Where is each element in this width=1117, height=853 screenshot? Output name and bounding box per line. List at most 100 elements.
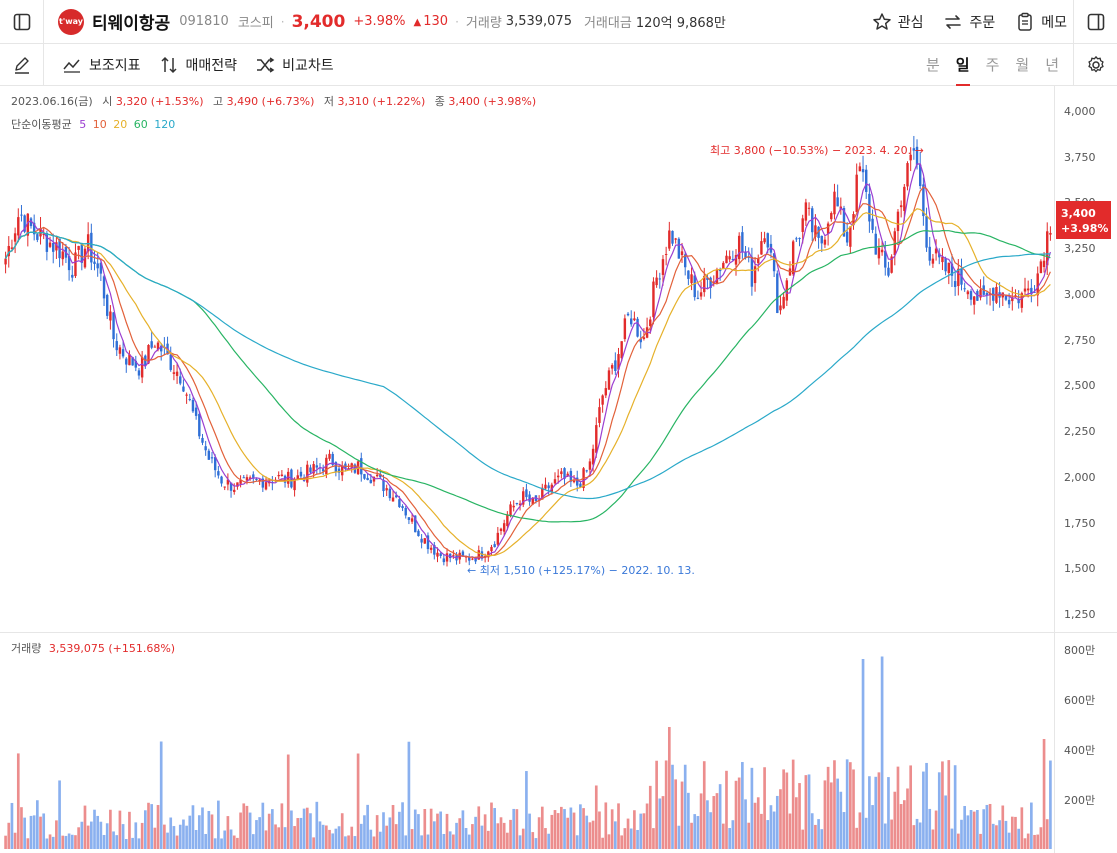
volume-bar — [918, 822, 922, 849]
volume-bar — [67, 833, 71, 849]
candle-body — [687, 270, 690, 279]
tab-minute[interactable]: 분 — [925, 56, 940, 74]
volume-bar — [385, 825, 389, 849]
volume-bar — [1030, 802, 1033, 849]
volume-bar — [734, 780, 738, 849]
volume-bar — [150, 804, 154, 849]
candle-body — [747, 256, 750, 258]
candle-body — [140, 357, 144, 378]
volume-bar — [4, 835, 7, 849]
candle-body — [922, 184, 925, 217]
volume-bar — [471, 824, 474, 849]
price-chart[interactable] — [0, 0, 1054, 853]
candle-body — [264, 482, 268, 490]
candle-body — [909, 154, 912, 161]
ma-5: 5 — [79, 118, 87, 131]
volume-tick-label: 200만 — [1064, 794, 1096, 807]
order-button[interactable]: 주문 — [943, 12, 995, 32]
volume-bar — [242, 803, 246, 849]
candle-body — [801, 218, 804, 232]
candle-body — [490, 546, 493, 552]
volume-bar — [115, 835, 119, 849]
candle-body — [201, 437, 204, 443]
volume-bar — [915, 818, 919, 849]
candle-body — [10, 247, 14, 249]
volume-bar — [121, 824, 125, 849]
volume-bar — [239, 812, 242, 849]
watch-button[interactable]: 관심 — [872, 12, 923, 32]
volume-bar — [375, 815, 379, 849]
volume-bar — [182, 819, 185, 849]
volume-bar — [118, 810, 122, 849]
candle-body — [252, 474, 255, 479]
candle-body — [760, 241, 763, 255]
price-tick-label: 2,250 — [1064, 425, 1096, 439]
volume-bar — [715, 793, 719, 849]
candle-body — [42, 233, 45, 235]
volume-bar — [388, 817, 392, 849]
candle-body — [461, 551, 465, 556]
stock-name[interactable]: 티웨이항공 — [92, 14, 171, 34]
candle-body — [772, 253, 776, 272]
memo-button[interactable]: 메모 — [1015, 12, 1067, 32]
candle-body — [950, 263, 954, 276]
volume-bar — [86, 825, 90, 849]
candle-body — [855, 174, 858, 212]
change-percent: +3.98% — [353, 14, 406, 29]
candle-body — [541, 487, 544, 500]
tab-month[interactable]: 월 — [1015, 56, 1030, 74]
settings-button[interactable] — [1073, 44, 1117, 86]
ma-legend[interactable]: 단순이동평균 5 10 20 60 120 — [11, 116, 175, 132]
volume-bar — [45, 838, 49, 849]
volume-tick-label: 600만 — [1064, 694, 1096, 707]
candle-body — [4, 258, 7, 265]
candle-body — [795, 238, 798, 240]
indicators-button[interactable]: 보조지표 — [62, 55, 141, 75]
volume-bar — [801, 829, 805, 849]
strategy-button[interactable]: 매매전략 — [159, 55, 237, 75]
volume-bar — [217, 800, 220, 849]
candle-body — [20, 214, 23, 216]
volume-bar — [223, 830, 227, 849]
volume-bar — [982, 809, 986, 849]
volume-bar — [988, 803, 992, 849]
draw-tool-button[interactable] — [0, 43, 44, 86]
swap-arrows-icon — [945, 15, 962, 29]
volume-bar — [128, 811, 131, 849]
candle-body — [906, 163, 909, 187]
volume-bar — [344, 836, 347, 849]
volume-bar — [772, 811, 776, 849]
tab-day[interactable]: 일 — [955, 44, 970, 86]
candle-body — [61, 251, 64, 260]
close-value: 3,400 (+3.98%) — [448, 95, 537, 108]
tab-week[interactable]: 주 — [985, 56, 1000, 74]
candle-body — [661, 259, 665, 275]
candle-body — [969, 291, 973, 300]
sidebar-toggle-button[interactable] — [0, 0, 44, 44]
volume-bar — [464, 828, 468, 849]
tab-year[interactable]: 년 — [1045, 56, 1059, 74]
volume-bar — [506, 832, 509, 849]
compare-button[interactable]: 비교차트 — [255, 55, 334, 75]
volume-bar — [845, 759, 849, 849]
candle-body — [169, 354, 172, 370]
volume-bar — [693, 814, 697, 849]
candle-body — [715, 269, 719, 284]
candle-body — [696, 297, 700, 299]
volume-bar — [731, 820, 735, 849]
candle-body — [360, 458, 363, 475]
volume-bar — [124, 838, 128, 849]
volume-bar — [220, 838, 223, 849]
candle-body — [734, 255, 738, 265]
candle-body — [207, 450, 211, 460]
volume-bar — [309, 813, 312, 849]
candle-body — [404, 508, 407, 516]
volume-bar — [785, 772, 789, 849]
right-panel-toggle-button[interactable] — [1073, 0, 1117, 44]
candle-body — [763, 238, 766, 243]
candle-body — [861, 169, 865, 173]
candle-body — [172, 372, 176, 374]
price-tick-label: 2,750 — [1064, 333, 1096, 347]
candle-body — [71, 274, 74, 278]
low-annotation: ← 최저 1,510 (+125.17%) − 2022. 10. 13. — [467, 564, 695, 577]
